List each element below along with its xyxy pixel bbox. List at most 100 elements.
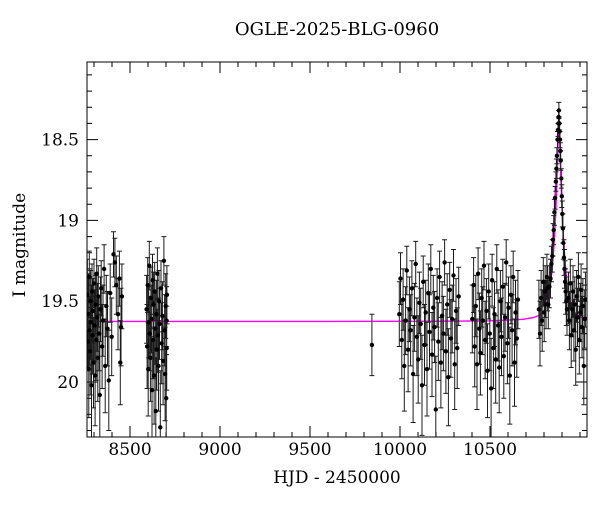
data-point: [160, 313, 165, 318]
data-point: [475, 271, 481, 276]
data-point: [398, 276, 403, 281]
data-point: [492, 312, 497, 317]
data-point: [576, 274, 581, 280]
data-point: [512, 360, 517, 365]
data-point: [426, 290, 431, 296]
data-point: [436, 339, 441, 344]
data-point: [92, 323, 97, 328]
data-point: [573, 347, 578, 352]
data-point: [405, 347, 411, 352]
data-point: [560, 226, 566, 231]
data-point: [541, 279, 546, 284]
data-point: [579, 324, 585, 330]
data-point: [495, 323, 501, 328]
data-point: [104, 303, 109, 309]
data-point: [509, 328, 515, 333]
data-point: [549, 261, 554, 267]
data-point: [548, 276, 553, 281]
data-point: [505, 341, 510, 346]
data-point: [399, 337, 404, 343]
data-point: [445, 302, 450, 307]
x-tick-label: 9000: [198, 440, 241, 460]
data-point: [560, 211, 565, 217]
data-point: [537, 331, 543, 336]
data-point: [409, 286, 415, 291]
data-point: [90, 333, 95, 338]
data-point: [424, 366, 430, 372]
data-point: [504, 260, 509, 265]
data-point: [550, 253, 555, 259]
data-point: [149, 316, 154, 322]
data-point: [432, 324, 437, 330]
data-point: [96, 331, 102, 336]
data-point: [554, 166, 559, 171]
data-point: [103, 363, 108, 369]
data-point: [574, 294, 579, 299]
data-point: [416, 357, 421, 362]
data-point: [538, 295, 544, 301]
data-point: [87, 328, 92, 333]
data-point: [583, 297, 587, 302]
data-point: [109, 334, 114, 339]
data-point: [542, 310, 547, 315]
data-point: [486, 289, 491, 294]
data-point: [419, 383, 425, 388]
data-point: [161, 258, 167, 263]
data-point: [450, 316, 455, 322]
data-point: [117, 276, 122, 281]
data-point: [112, 260, 118, 265]
data-point: [101, 266, 107, 272]
y-tick-label: 20: [57, 373, 79, 393]
data-point: [564, 307, 570, 312]
data-point: [157, 321, 162, 327]
data-point: [572, 302, 577, 307]
data-point: [152, 289, 157, 294]
data-point: [561, 255, 567, 260]
data-point: [484, 308, 489, 314]
data-point: [474, 362, 480, 367]
data-point: [456, 294, 461, 299]
data-point: [489, 278, 495, 283]
data-point: [94, 337, 99, 343]
data-point: [559, 176, 564, 181]
plot-title: OGLE-2025-BLG-0960: [235, 19, 439, 40]
data-point: [497, 365, 502, 370]
data-point: [90, 308, 96, 314]
data-point: [100, 318, 106, 323]
data-point: [482, 337, 488, 343]
data-point: [499, 334, 504, 339]
data-point: [87, 312, 91, 317]
data-point: [506, 305, 511, 310]
x-axis-label: HJD - 2450000: [273, 468, 401, 488]
data-point: [551, 227, 556, 233]
data-point: [95, 315, 100, 320]
data-point: [93, 302, 98, 307]
x-tick-label: 8500: [108, 440, 151, 460]
x-tick-label: 9500: [288, 440, 331, 460]
data-point: [577, 337, 582, 343]
data-point: [164, 345, 169, 351]
y-tick-label: 18.5: [41, 131, 79, 151]
data-point: [498, 299, 503, 304]
data-point: [147, 331, 152, 336]
x-tick-labels: 8500 9000 9500 10000 10500: [108, 440, 517, 460]
data-point: [153, 326, 158, 331]
data-point: [433, 407, 438, 412]
data-point: [408, 328, 413, 333]
data-point: [88, 299, 93, 304]
data-point: [446, 375, 451, 380]
data-point: [148, 295, 154, 301]
data-point: [502, 315, 508, 320]
data-point: [511, 274, 516, 280]
data-point: [553, 179, 559, 184]
data-point: [480, 318, 485, 323]
data-point: [105, 326, 110, 331]
data-point: [569, 307, 575, 312]
data-point: [412, 315, 417, 320]
data-point: [417, 300, 422, 305]
data-point: [578, 287, 584, 293]
data-point: [453, 308, 459, 314]
data-point: [118, 360, 123, 365]
data-point: [156, 363, 161, 369]
